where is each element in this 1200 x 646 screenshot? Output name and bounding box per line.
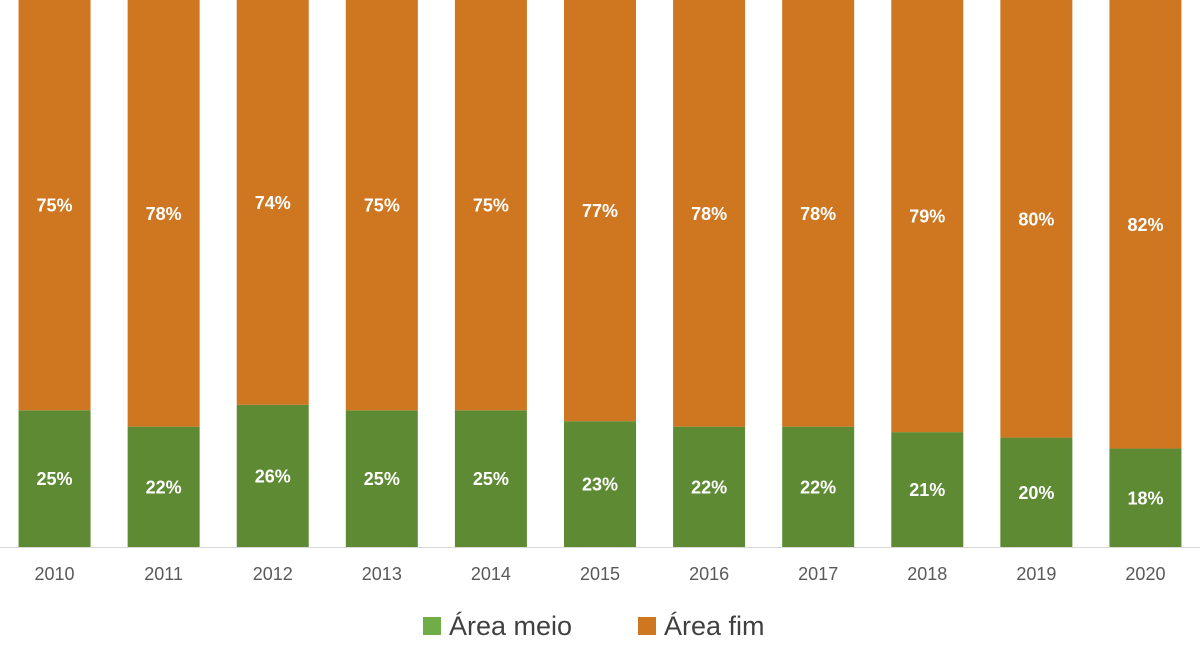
x-tick-label-2018: 2018 <box>907 564 947 584</box>
data-label-area-meio-2017: 22% <box>800 477 836 497</box>
legend-label-area-meio: Área meio <box>449 611 572 641</box>
bar-segment-area-meio-2011 <box>127 426 200 547</box>
bar-segment-area-meio-2019 <box>1000 437 1073 547</box>
bar-segment-area-meio-2017 <box>782 426 855 547</box>
bar-segment-area-fim-2017 <box>782 0 855 427</box>
bar-segment-area-fim-2016 <box>673 0 746 427</box>
bar-segment-area-meio-2018 <box>891 432 964 547</box>
bar-segment-area-meio-2015 <box>564 421 636 547</box>
x-tick-label-2017: 2017 <box>798 564 838 584</box>
data-label-area-fim-2018: 79% <box>909 207 945 227</box>
legend-label-area-fim: Área fim <box>664 611 765 641</box>
bar-segment-area-fim-2019 <box>1000 0 1073 438</box>
bar-segment-area-meio-2010 <box>18 410 91 547</box>
x-tick-label-2011: 2011 <box>144 564 183 584</box>
bar-segment-area-fim-2020 <box>1109 0 1182 449</box>
bar-segment-area-meio-2016 <box>673 426 746 547</box>
data-label-area-fim-2016: 78% <box>691 204 727 224</box>
data-label-area-fim-2020: 82% <box>1127 215 1163 235</box>
x-tick-label-2019: 2019 <box>1016 564 1056 584</box>
bar-segment-area-meio-2020 <box>1109 448 1182 547</box>
data-label-area-fim-2019: 80% <box>1018 209 1054 229</box>
data-label-area-meio-2015: 23% <box>582 475 618 495</box>
bar-segment-area-fim-2010 <box>18 0 91 411</box>
data-label-area-fim-2014: 75% <box>473 196 509 216</box>
data-label-area-meio-2016: 22% <box>691 477 727 497</box>
x-tick-label-2014: 2014 <box>471 564 511 584</box>
x-axis-tick-labels: 2010 2011 2012 2013 2014 2015 2016 2017 2018 2019… <box>35 564 1166 584</box>
data-label-area-meio-2020: 18% <box>1127 488 1163 508</box>
data-label-area-meio-2010: 25% <box>37 469 73 489</box>
bar-segment-area-fim-2014 <box>454 0 527 411</box>
data-label-area-meio-2014: 25% <box>473 469 509 489</box>
data-label-area-meio-2019: 20% <box>1018 483 1054 503</box>
x-tick-label-2012: 2012 <box>253 564 293 584</box>
legend: Área meio Área fim <box>423 611 765 641</box>
bar-segment-area-meio-2014 <box>454 410 527 547</box>
data-label-area-fim-2010: 75% <box>37 196 73 216</box>
bar-segment-area-meio-2012 <box>236 404 309 547</box>
x-tick-label-2010: 2010 <box>35 564 75 584</box>
data-label-area-meio-2012: 26% <box>255 466 291 486</box>
data-label-area-fim-2012: 74% <box>255 193 291 213</box>
bar-segment-area-fim-2015 <box>564 0 636 422</box>
bar-segment-area-fim-2018 <box>891 0 964 433</box>
data-label-area-fim-2013: 75% <box>364 196 400 216</box>
data-label-area-fim-2015: 77% <box>582 201 618 221</box>
x-tick-label-2013: 2013 <box>362 564 402 584</box>
legend-swatch-area-fim <box>638 617 656 635</box>
x-tick-label-2016: 2016 <box>689 564 729 584</box>
legend-swatch-area-meio <box>423 617 441 635</box>
bar-segment-area-fim-2013 <box>345 0 418 411</box>
x-tick-label-2020: 2020 <box>1125 564 1165 584</box>
data-label-area-fim-2017: 78% <box>800 204 836 224</box>
data-label-area-meio-2011: 22% <box>146 477 182 497</box>
x-tick-label-2015: 2015 <box>580 564 620 584</box>
bar-segment-area-meio-2013 <box>345 410 418 547</box>
bar-segment-area-fim-2012 <box>236 0 309 405</box>
data-label-area-meio-2013: 25% <box>364 469 400 489</box>
bar-segment-area-fim-2011 <box>127 0 200 427</box>
data-label-area-fim-2011: 78% <box>146 204 182 224</box>
plot-area: 25% 75% 22% 78% 26% 74% 25% 75% 25% 75% 23% 77% 22% 7… <box>18 0 1182 547</box>
data-label-area-meio-2018: 21% <box>909 480 945 500</box>
